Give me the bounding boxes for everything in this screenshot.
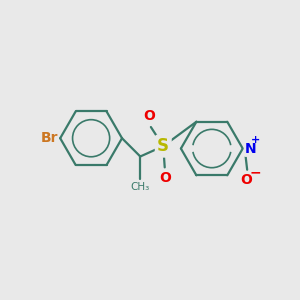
Text: S: S [157, 137, 169, 155]
Text: O: O [159, 171, 171, 185]
Text: O: O [240, 173, 252, 187]
Text: +: + [250, 135, 260, 145]
Text: N: N [245, 142, 257, 155]
Text: Br: Br [40, 131, 58, 145]
Text: O: O [143, 110, 155, 124]
Text: −: − [250, 165, 261, 179]
Text: CH₃: CH₃ [131, 182, 150, 192]
